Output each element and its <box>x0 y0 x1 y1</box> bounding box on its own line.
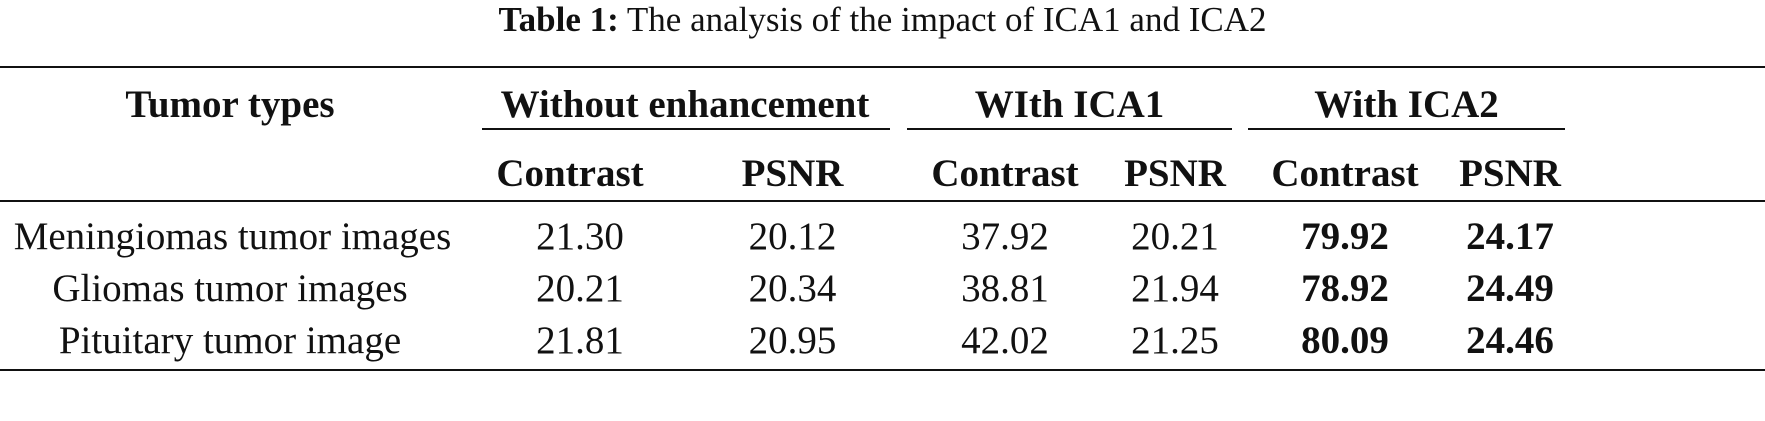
cell-r1-c1: 21.30 <box>536 215 624 258</box>
group-header-ica2: With ICA2 <box>1314 83 1499 126</box>
group-rule-without-enhancement <box>482 128 890 130</box>
cell-r3-c4: 21.25 <box>1131 319 1219 362</box>
cell-r1-c2: 20.12 <box>748 215 837 258</box>
group-rule-ica1 <box>907 128 1232 130</box>
cell-r3-c5: 80.09 <box>1301 319 1389 362</box>
cell-r2-c1: 20.21 <box>536 267 624 310</box>
cell-r2-c6: 24.49 <box>1466 267 1554 310</box>
subheader-contrast-1: Contrast <box>496 152 644 195</box>
cell-r1-c4: 20.21 <box>1131 215 1219 258</box>
subheader-contrast-3: Contrast <box>1271 152 1419 195</box>
cell-r1-c5: 79.92 <box>1301 215 1389 258</box>
subheader-contrast-2: Contrast <box>931 152 1079 195</box>
bottom-rule <box>0 369 1765 371</box>
subheader-psnr-1: PSNR <box>741 152 844 195</box>
group-rule-ica2 <box>1248 128 1565 130</box>
top-rule <box>0 66 1765 68</box>
cell-r2-c5: 78.92 <box>1301 267 1389 310</box>
mid-rule <box>0 200 1765 202</box>
header-tumor-types: Tumor types <box>125 83 335 126</box>
cell-r2-c4: 21.94 <box>1131 267 1219 310</box>
group-header-without-enhancement: Without enhancement <box>500 83 870 126</box>
table-caption: Table 1: The analysis of the impact of I… <box>0 0 1765 40</box>
caption-text: The analysis of the impact of ICA1 and I… <box>626 0 1267 39</box>
cell-r1-c6: 24.17 <box>1466 215 1554 258</box>
cell-r2-c3: 38.81 <box>961 267 1049 310</box>
cell-r1-c3: 37.92 <box>961 215 1049 258</box>
subheader-psnr-3: PSNR <box>1459 152 1561 195</box>
cell-r3-c3: 42.02 <box>961 319 1049 362</box>
caption-label: Table 1: <box>498 0 619 39</box>
subheader-psnr-2: PSNR <box>1124 152 1226 195</box>
group-header-ica1: WIth ICA1 <box>974 83 1165 126</box>
cell-r2-c2: 20.34 <box>748 267 837 310</box>
row-label-pituitary: Pituitary tumor image <box>58 319 402 362</box>
row-label-meningiomas: Meningiomas tumor images <box>13 215 452 258</box>
cell-r3-c2: 20.95 <box>748 319 837 362</box>
row-label-gliomas: Gliomas tumor images <box>52 267 408 310</box>
cell-r3-c1: 21.81 <box>536 319 624 362</box>
cell-r3-c6: 24.46 <box>1466 319 1554 362</box>
